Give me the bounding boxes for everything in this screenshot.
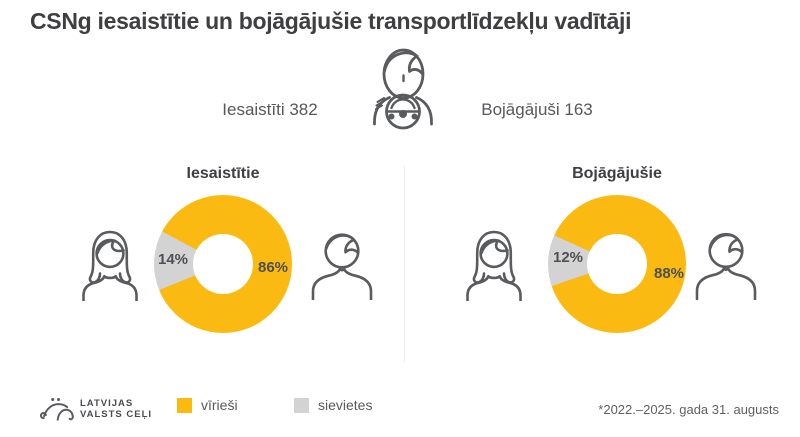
donut-chart-deceased: 12% 88%	[548, 195, 686, 333]
lvc-logo-text: LATVIJAS VALSTS CEĻI	[80, 398, 153, 420]
donut-chart-involved: 14% 86%	[154, 195, 292, 333]
slice-label-men: 86%	[257, 259, 289, 276]
lvc-logo-line1: LATVIJAS	[80, 398, 134, 409]
chart-title-involved: Iesaistītie	[186, 165, 260, 182]
legend-label-men: vīrieši	[201, 397, 238, 413]
deceased-total-label: Bojāgājuši 163	[481, 100, 593, 119]
man-icon	[311, 233, 373, 300]
involved-total-label: Iesaistīti 382	[222, 100, 318, 119]
section-divider	[404, 166, 405, 362]
man-icon	[695, 232, 757, 300]
woman-icon	[466, 230, 522, 301]
chart-title-deceased: Bojāgājušie	[572, 165, 662, 182]
slice-label-women: 14%	[157, 251, 189, 268]
legend-label-women: sievietes	[318, 397, 373, 413]
lvc-logo: LATVIJAS VALSTS CEĻI	[40, 396, 152, 423]
donut-hole	[587, 234, 647, 294]
woman-icon	[82, 230, 138, 301]
period-footnote: *2022.–2025. gada 31. augusts	[598, 402, 779, 417]
slice-label-women: 12%	[552, 249, 584, 266]
legend-swatch-men	[177, 398, 192, 413]
lvc-logo-line2: VALSTS CEĻI	[80, 408, 153, 420]
page-title: CSNg iesaistītie un bojāgājušie transpor…	[30, 8, 632, 34]
lvc-bridge-logo-icon	[40, 398, 74, 421]
driver-steering-wheel-icon	[373, 48, 433, 130]
donut-hole	[193, 234, 253, 294]
legend-swatch-women	[294, 398, 309, 413]
slice-label-men: 88%	[653, 265, 685, 282]
